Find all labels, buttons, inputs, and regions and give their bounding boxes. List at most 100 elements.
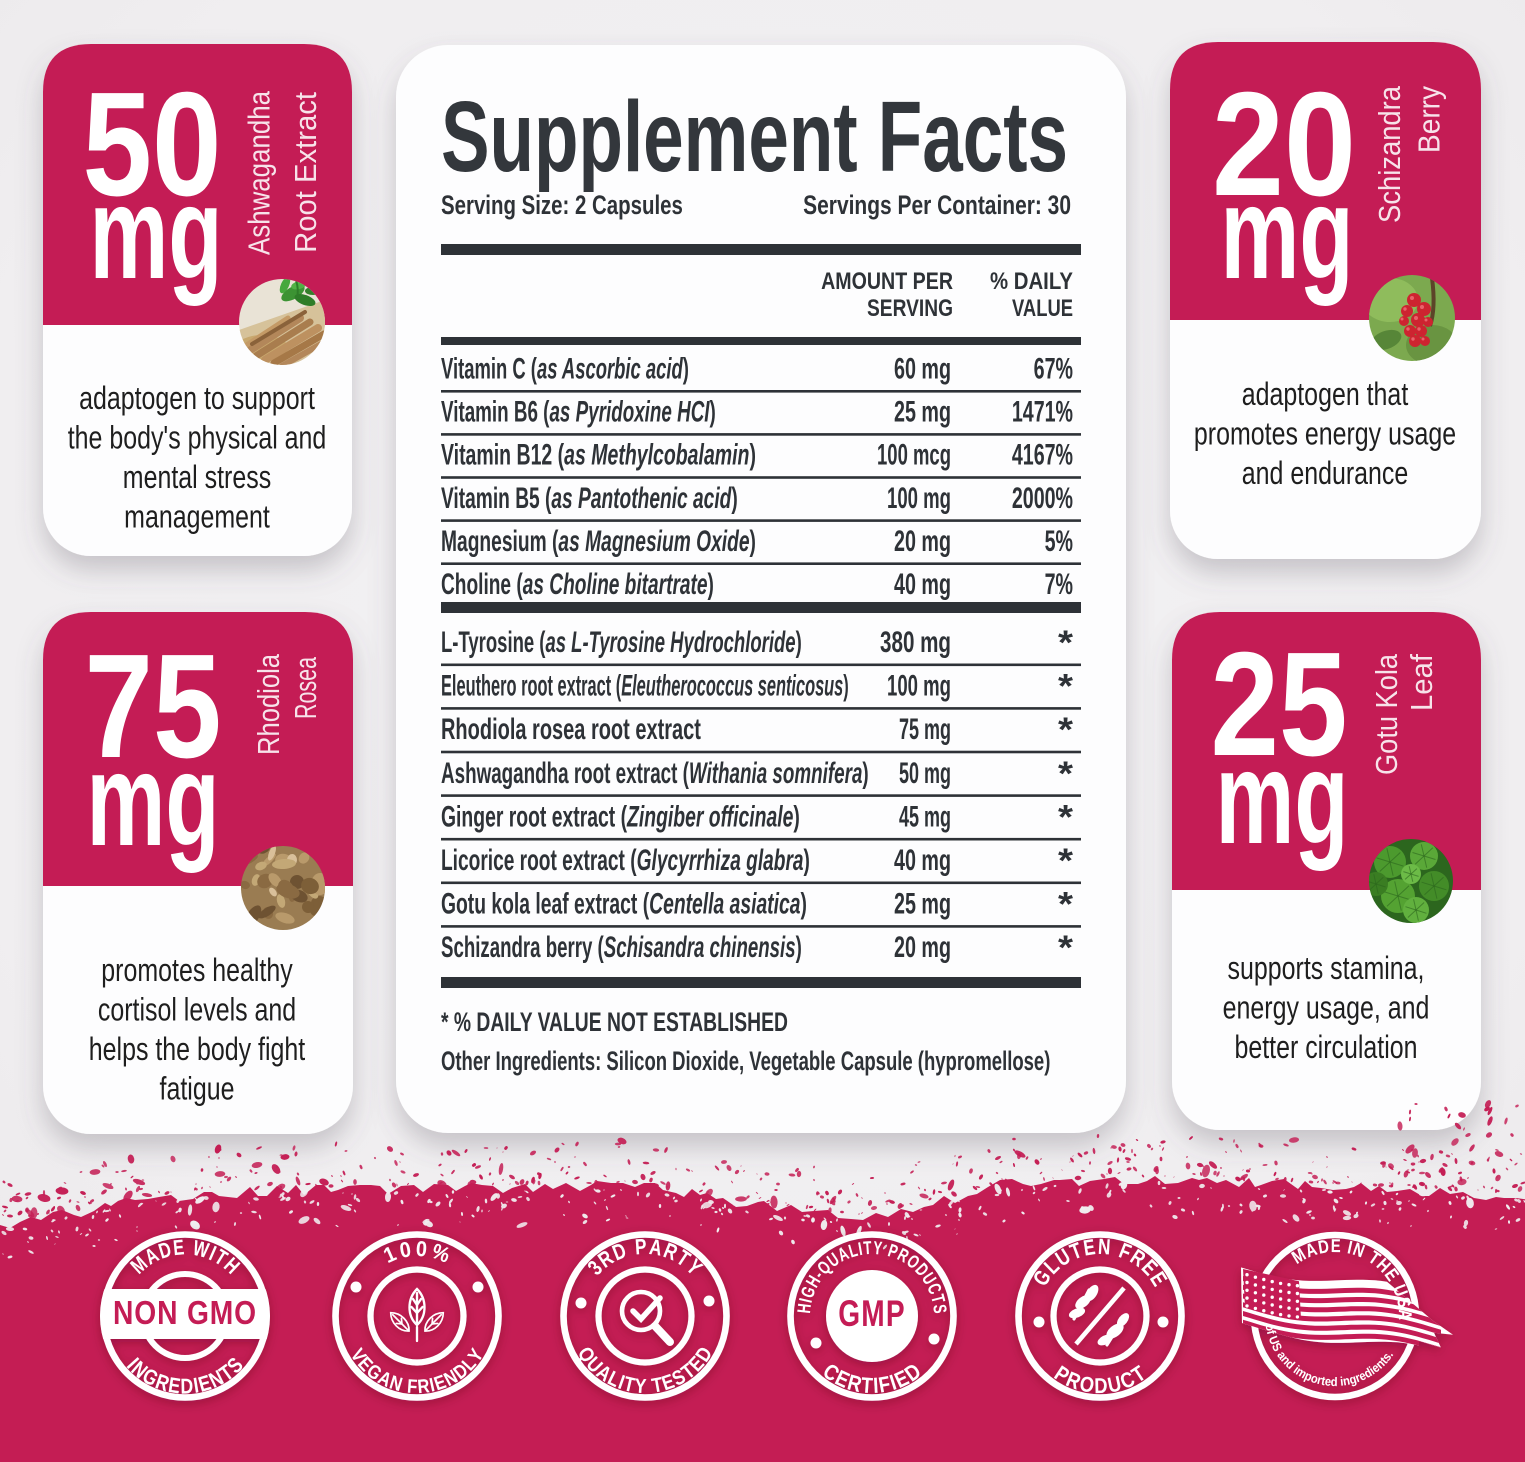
svg-text:mg: mg (90, 158, 223, 306)
svg-text:promotes energy usage: promotes energy usage (1194, 417, 1456, 453)
svg-text:F: F (406, 1375, 418, 1397)
svg-text:i: i (1366, 1364, 1377, 1378)
svg-text:e: e (1324, 1374, 1332, 1389)
svg-text:Ashwagandha root extract (With: Ashwagandha root extract (Withania somni… (441, 756, 869, 790)
svg-text:I: I (427, 1374, 436, 1396)
svg-text:f: f (1264, 1329, 1279, 1336)
svg-text:Y: Y (634, 1375, 647, 1398)
svg-text:Other Ingredients: Silicon Dio: Other Ingredients: Silicon Dioxide, Vege… (441, 1046, 1050, 1076)
svg-text:r: r (1353, 1370, 1363, 1385)
svg-text:Leaf: Leaf (1405, 653, 1439, 711)
svg-text:Licorice root extract (Glycyrr: Licorice root extract (Glycyrrhiza glabr… (441, 844, 810, 877)
svg-text:67%: 67% (1034, 352, 1073, 385)
svg-text:adaptogen to support: adaptogen to support (79, 381, 315, 417)
svg-text:n: n (1342, 1373, 1351, 1389)
svg-text:75 mg: 75 mg (899, 714, 951, 747)
svg-text:50: 50 (82, 62, 221, 227)
svg-text:Vitamin B6 (as Pyridoxine HCI): Vitamin B6 (as Pyridoxine HCI) (441, 395, 716, 429)
svg-text:45 mg: 45 mg (899, 801, 951, 834)
svg-text:100 mcg: 100 mcg (877, 438, 951, 472)
svg-text:T: T (650, 1374, 665, 1398)
svg-text:i: i (1339, 1374, 1344, 1389)
svg-text:Schizandra: Schizandra (1374, 85, 1408, 223)
svg-text:g: g (1347, 1371, 1358, 1387)
svg-text:E: E (172, 1236, 185, 1261)
svg-text:E: E (167, 1373, 182, 1399)
svg-text:75: 75 (85, 623, 222, 788)
svg-text:60 mg: 60 mg (894, 353, 951, 386)
svg-text:GMP: GMP (838, 1292, 905, 1334)
svg-text:Eleuthero root extract (Eleuth: Eleuthero root extract (Eleutherococcus … (441, 670, 849, 704)
svg-text:Serving Size: 2 Capsules: Serving Size: 2 Capsules (441, 190, 683, 220)
svg-text:o: o (1262, 1323, 1278, 1332)
svg-text:Vitamin B5 (as Pantothenic aci: Vitamin B5 (as Pantothenic acid) (441, 482, 738, 515)
svg-text:I: I (1346, 1237, 1355, 1258)
svg-text:fatigue: fatigue (160, 1072, 235, 1108)
svg-text:*: * (1058, 885, 1074, 923)
svg-text:r: r (1316, 1372, 1324, 1387)
svg-text:25 mg: 25 mg (894, 888, 951, 921)
svg-text:T: T (863, 1238, 873, 1259)
svg-text:S: S (1392, 1295, 1415, 1309)
svg-text:D: D (1316, 1236, 1330, 1258)
svg-text:F: F (877, 1373, 892, 1398)
svg-text:AMOUNT PER: AMOUNT PER (821, 267, 953, 294)
svg-text:promotes healthy: promotes healthy (101, 953, 293, 989)
svg-text:Berry: Berry (1412, 86, 1447, 153)
svg-text:7%: 7% (1045, 568, 1073, 601)
svg-text:i: i (1291, 1362, 1302, 1376)
svg-text:2000%: 2000% (1012, 482, 1073, 515)
svg-text:E: E (1082, 1235, 1097, 1261)
svg-text:% DAILY: % DAILY (990, 267, 1073, 294)
svg-text:NON GMO: NON GMO (113, 1294, 257, 1332)
svg-text:100 mg: 100 mg (887, 669, 951, 703)
svg-text:SERVING: SERVING (867, 294, 953, 322)
svg-text:I: I (796, 1296, 817, 1304)
svg-text:W: W (190, 1237, 210, 1264)
svg-text:Supplement Facts: Supplement Facts (441, 81, 1068, 193)
svg-text:management: management (124, 500, 270, 536)
svg-text:0: 0 (415, 1237, 428, 1262)
svg-text:40 mg: 40 mg (894, 568, 951, 601)
svg-text:Gotu Kola: Gotu Kola (1370, 653, 1404, 775)
svg-text:E: E (1331, 1235, 1341, 1256)
svg-text:25 mg: 25 mg (894, 396, 951, 429)
svg-text:mg: mg (1221, 158, 1354, 306)
svg-text:VALUE: VALUE (1012, 295, 1073, 322)
svg-text:adaptogen that: adaptogen that (1242, 377, 1409, 413)
svg-text:*: * (1058, 710, 1074, 748)
svg-text:4167%: 4167% (1012, 439, 1073, 472)
svg-text:Ginger root extract (Zingiber: Ginger root extract (Zingiber officinale… (441, 800, 800, 833)
svg-text:Ashwagandha: Ashwagandha (242, 91, 277, 255)
svg-text:Vitamin B12 (as Methylcobalami: Vitamin B12 (as Methylcobalamin) (441, 439, 756, 472)
svg-text:20 mg: 20 mg (894, 931, 951, 964)
svg-text:cortisol levels and: cortisol levels and (98, 993, 296, 1029)
svg-text:L-Tyrosine (as L-Tyrosine Hydr: L-Tyrosine (as L-Tyrosine Hydrochloride) (441, 626, 802, 660)
svg-text:mg: mg (87, 725, 220, 873)
svg-text:N: N (1097, 1235, 1111, 1260)
svg-text:U: U (1106, 1372, 1124, 1398)
svg-text:mental stress: mental stress (123, 460, 271, 496)
svg-text:25: 25 (1211, 621, 1348, 786)
svg-text:*: * (1058, 798, 1074, 836)
svg-text:40 mg: 40 mg (894, 844, 951, 877)
svg-text:0: 0 (398, 1238, 413, 1263)
svg-text:Choline (as Choline bitartrate: Choline (as Choline bitartrate) (441, 568, 714, 601)
svg-text:1471%: 1471% (1012, 396, 1073, 429)
svg-text:Rhodiola rosea root extract: Rhodiola rosea root extract (441, 713, 701, 746)
svg-text:Rhodiola: Rhodiola (252, 654, 287, 755)
svg-text:supports stamina,: supports stamina, (1228, 951, 1425, 987)
svg-text:Root Extract: Root Extract (289, 91, 323, 253)
svg-text:20: 20 (1212, 62, 1356, 227)
svg-text:and endurance: and endurance (1242, 456, 1408, 492)
svg-text:100 mg: 100 mg (887, 481, 951, 515)
svg-text:Magnesium (as Magnesium Oxide): Magnesium (as Magnesium Oxide) (441, 525, 756, 558)
svg-text:D: D (1094, 1375, 1108, 1399)
svg-text:S: S (929, 1303, 950, 1314)
svg-text:I: I (857, 1239, 864, 1260)
svg-text:*: * (1058, 841, 1074, 879)
svg-text:O: O (1078, 1372, 1096, 1398)
svg-text:Schizandra berry (Schisandra c: Schizandra berry (Schisandra chinensis) (441, 931, 802, 965)
svg-text:t: t (1320, 1373, 1326, 1388)
svg-text:380 mg: 380 mg (880, 626, 951, 659)
